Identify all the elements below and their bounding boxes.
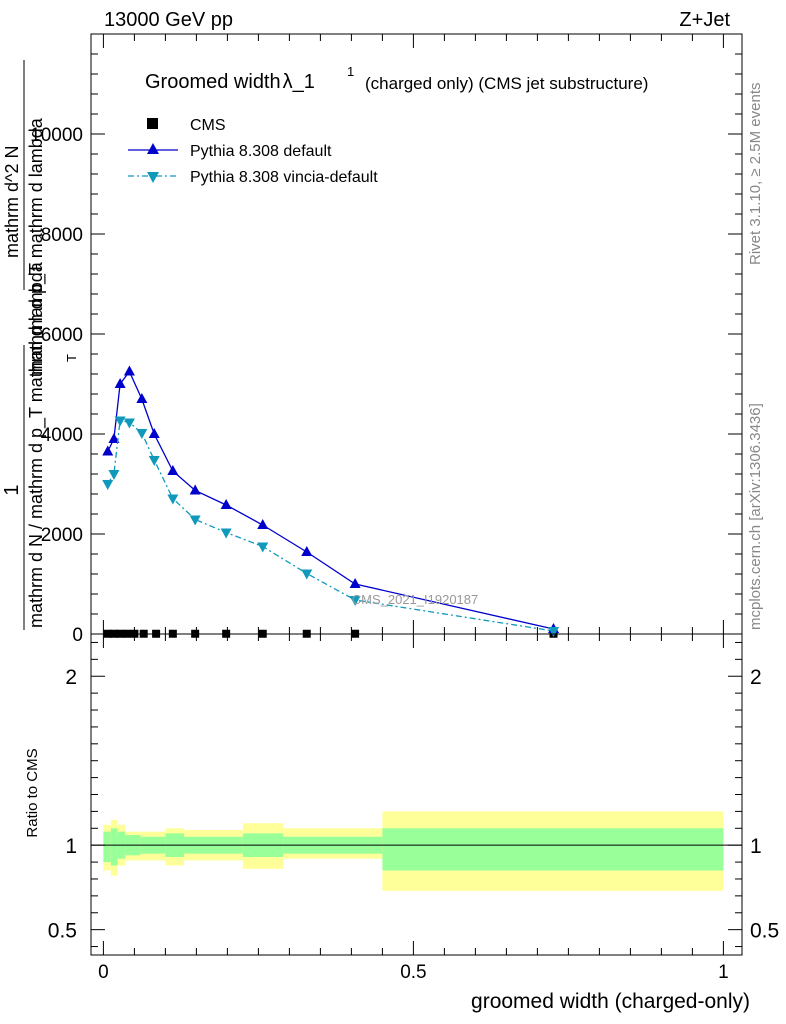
pythia-vincia-marker xyxy=(220,528,232,539)
ylabel-lower: mathrm d N / mathrm d p_T mathrm d lambd… xyxy=(26,261,47,628)
x-axis-label: groomed width (charged-only) xyxy=(471,990,750,1013)
main-y-ticks: 0 2000 4000 6000 8000 10000 xyxy=(30,53,742,646)
legend: CMS Pythia 8.308 default Pythia 8.308 vi… xyxy=(128,117,378,186)
ratio-ylabel: Ratio to CMS xyxy=(24,748,41,837)
legend-label-vincia: Pythia 8.308 vincia-default xyxy=(190,169,378,186)
legend-label-cms: CMS xyxy=(190,117,226,134)
process-label: Z+Jet xyxy=(679,9,730,31)
legend-label-default: Pythia 8.308 default xyxy=(190,143,332,160)
plot-title: Groomed width λ_1 xyxy=(145,71,315,93)
ratio-x-ticks: 0 0.5 1 xyxy=(98,634,729,983)
pythia-default-marker xyxy=(301,546,313,556)
pythia-vincia-marker xyxy=(108,470,120,480)
title-main: Groomed width xyxy=(145,71,281,93)
pythia-vincia-marker xyxy=(123,418,135,429)
mcplots-label: mcplots.cern.ch [arXiv:1306.3436] xyxy=(747,403,764,630)
ratio-band-inner xyxy=(103,831,111,863)
ratio-y-tick-label: 0.5 xyxy=(48,920,77,943)
pythia-default-marker xyxy=(148,428,160,438)
ratio-y-tick-label-right: 0.5 xyxy=(750,920,779,943)
x-tick-label: 0.5 xyxy=(400,962,426,983)
pythia-vincia-marker xyxy=(189,515,201,526)
pythia-default-marker xyxy=(123,365,135,376)
pythia-vincia-marker xyxy=(136,429,148,439)
pythia-default-marker xyxy=(257,519,269,529)
legend-marker-default xyxy=(147,143,159,154)
pythia-vincia-marker xyxy=(102,480,114,490)
ylabel-fraction-top: 1 xyxy=(1,484,23,495)
pythia-default-marker xyxy=(349,578,361,588)
x-tick-label: 1 xyxy=(718,962,729,983)
pythia-default-marker xyxy=(108,433,120,443)
watermark: CMS_2021_I1920187 xyxy=(352,592,479,607)
ylabel-subscript: T xyxy=(64,354,79,362)
ratio-y-tick-label-right: 1 xyxy=(750,835,762,858)
legend-marker-cms xyxy=(147,118,158,129)
pythia-vincia-line xyxy=(107,419,554,632)
y-tick-label: 4000 xyxy=(41,425,83,446)
energy-label: 13000 GeV pp xyxy=(104,9,233,31)
pythia-default-marker xyxy=(102,445,114,456)
ylabel-upper: mathrm d^2 N xyxy=(2,146,22,258)
y-axis-label: 1 mathrm d N / mathrm d p_T mathrm d lam… xyxy=(1,60,79,630)
y-tick-label: 10000 xyxy=(30,125,83,146)
main-frame xyxy=(90,33,743,635)
pythia-default-marker xyxy=(220,499,232,509)
y-tick-label: 8000 xyxy=(41,225,83,246)
x-tick-label: 0 xyxy=(98,962,109,983)
ratio-panel: 0.5 0.51 12 2 0 0.5 1 Ratio to CMS groomed wi… xyxy=(24,633,779,1013)
pythia-vincia-marker xyxy=(548,627,560,637)
y-tick-label: 6000 xyxy=(41,325,83,346)
pythia-vincia-marker xyxy=(114,416,126,427)
pythia-default-marker xyxy=(114,378,126,388)
pythia-vincia-marker xyxy=(148,456,160,466)
pythia-vincia-marker xyxy=(301,569,313,580)
legend-marker-vincia xyxy=(147,172,159,183)
pythia-default-marker xyxy=(136,393,148,403)
rivet-label: Rivet 3.1.10, ≥ 2.5M events xyxy=(747,83,764,266)
y-tick-label: 0 xyxy=(72,625,83,646)
ylabel-upper-denominator: mathrm d p_T mathrm d lambda xyxy=(26,117,47,375)
pythia-default-marker xyxy=(189,484,201,495)
ratio-band-inner xyxy=(110,828,118,866)
pythia-vincia-marker xyxy=(349,596,361,606)
y-tick-label: 2000 xyxy=(41,525,83,546)
ratio-bands xyxy=(103,811,724,891)
ratio-y-ticks: 0.5 0.5 1 1 2 2 xyxy=(48,641,779,948)
ratio-band-inner xyxy=(382,828,724,871)
ratio-y-tick-label: 2 xyxy=(65,666,77,689)
main-series xyxy=(102,365,560,638)
ratio-frame xyxy=(90,633,743,956)
pythia-vincia-marker xyxy=(167,494,179,505)
title-symbol: λ_1 xyxy=(283,71,315,93)
pythia-default-marker xyxy=(167,465,179,475)
title-suffix: (charged only) (CMS jet substructure) xyxy=(365,74,648,93)
ratio-y-tick-label: 1 xyxy=(65,835,77,858)
title-superscript: 1 xyxy=(347,64,354,79)
ratio-y-tick-label-right: 2 xyxy=(750,666,762,689)
pythia-vincia-marker xyxy=(257,542,269,553)
